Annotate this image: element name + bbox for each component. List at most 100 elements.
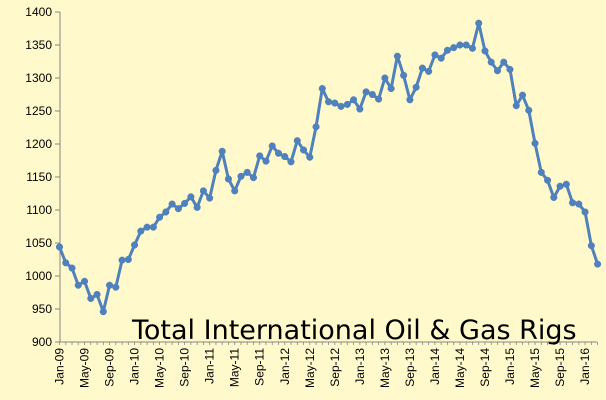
data-point [406, 96, 414, 104]
data-point [475, 19, 483, 27]
data-point [243, 168, 251, 176]
x-tick-label: Jan-10 [128, 348, 142, 385]
y-tick-label: 900 [32, 335, 52, 349]
x-tick-label: May-15 [528, 348, 542, 388]
x-tick-label: May-09 [78, 348, 92, 388]
x-tick-label: Sep-13 [403, 348, 417, 387]
data-point [375, 95, 383, 103]
data-point [581, 208, 589, 216]
data-point [562, 180, 570, 188]
data-point [80, 277, 89, 285]
data-point [569, 199, 577, 207]
x-tick-label: Jan-12 [278, 348, 292, 385]
y-tick-label: 1150 [26, 170, 52, 184]
data-point [68, 264, 76, 272]
data-point [512, 102, 520, 110]
data-point [62, 259, 70, 267]
y-tick-label: 1200 [25, 137, 52, 151]
data-point [356, 105, 364, 113]
data-point [450, 44, 458, 52]
data-point [249, 174, 258, 182]
data-point [106, 281, 114, 289]
data-point [325, 98, 333, 106]
data-point [262, 157, 270, 165]
data-point [462, 41, 470, 49]
data-point [237, 172, 245, 180]
data-point [393, 52, 401, 60]
x-tick-label: Sep-12 [328, 348, 342, 387]
data-point [531, 139, 539, 147]
y-axis: 900 950 1000 1050 1100 1150 1200 1250 1300 1350 14… [25, 5, 61, 349]
x-tick-label: Jan-14 [428, 348, 442, 385]
data-point [544, 176, 552, 184]
data-point [487, 58, 495, 66]
data-point [256, 152, 264, 160]
data-point [425, 67, 433, 75]
x-tick-label: Jan-15 [503, 348, 517, 385]
data-point [387, 85, 395, 93]
data-point [437, 54, 445, 62]
data-point [412, 83, 420, 91]
x-tick-label: Sep-11 [253, 348, 267, 386]
data-point [525, 106, 533, 114]
x-tick-label: Sep-14 [478, 348, 492, 387]
y-tick-label: 1350 [25, 38, 52, 52]
x-tick-label: Sep-09 [103, 348, 117, 387]
data-point [212, 166, 220, 174]
data-point [381, 74, 389, 82]
data-point [274, 149, 283, 157]
x-tick-label: May-12 [303, 348, 317, 388]
data-point [93, 290, 101, 299]
data-point [575, 200, 583, 208]
data-point [368, 90, 376, 99]
data-point [312, 123, 320, 131]
series-line [58, 21, 600, 314]
x-tick-label: May-11 [228, 348, 242, 387]
data-point [112, 283, 120, 291]
data-point [99, 308, 107, 316]
data-point [362, 88, 370, 96]
data-point [318, 85, 326, 93]
data-point [143, 223, 151, 231]
data-point [350, 96, 358, 104]
data-point [481, 47, 489, 55]
y-tick-label: 1050 [25, 236, 52, 250]
x-tick-label: Jan-09 [53, 348, 67, 385]
data-point [137, 227, 145, 235]
y-tick-label: 1300 [25, 71, 52, 85]
y-tick-label: 950 [32, 302, 52, 316]
x-axis: Jan-09 May-09 Sep-09 Jan-10 May-10 Sep-10 Jan-… [53, 341, 599, 388]
data-point [493, 67, 502, 75]
data-point [74, 281, 82, 289]
data-point [431, 51, 439, 59]
y-tick-label: 1000 [25, 269, 52, 283]
data-point [331, 99, 339, 107]
series-layer [55, 19, 602, 316]
data-point [556, 182, 564, 190]
data-point [306, 153, 314, 161]
data-point [400, 71, 408, 79]
data-point [149, 223, 157, 231]
data-point [131, 241, 139, 249]
data-point [55, 243, 64, 251]
data-point [287, 158, 295, 166]
data-point [162, 208, 170, 216]
data-point [468, 44, 477, 52]
data-point [594, 260, 602, 268]
y-tick-label: 1100 [26, 203, 52, 217]
data-point [518, 91, 527, 99]
data-point [500, 58, 508, 66]
data-point [174, 205, 182, 213]
data-point [218, 147, 226, 155]
data-point [231, 187, 239, 195]
data-point [443, 46, 451, 54]
data-point [181, 199, 189, 207]
data-point [168, 200, 176, 208]
data-point [293, 137, 301, 145]
data-point [418, 64, 426, 72]
data-point [506, 65, 514, 73]
data-point [156, 213, 164, 221]
data-point [199, 187, 207, 195]
data-point [537, 168, 545, 176]
